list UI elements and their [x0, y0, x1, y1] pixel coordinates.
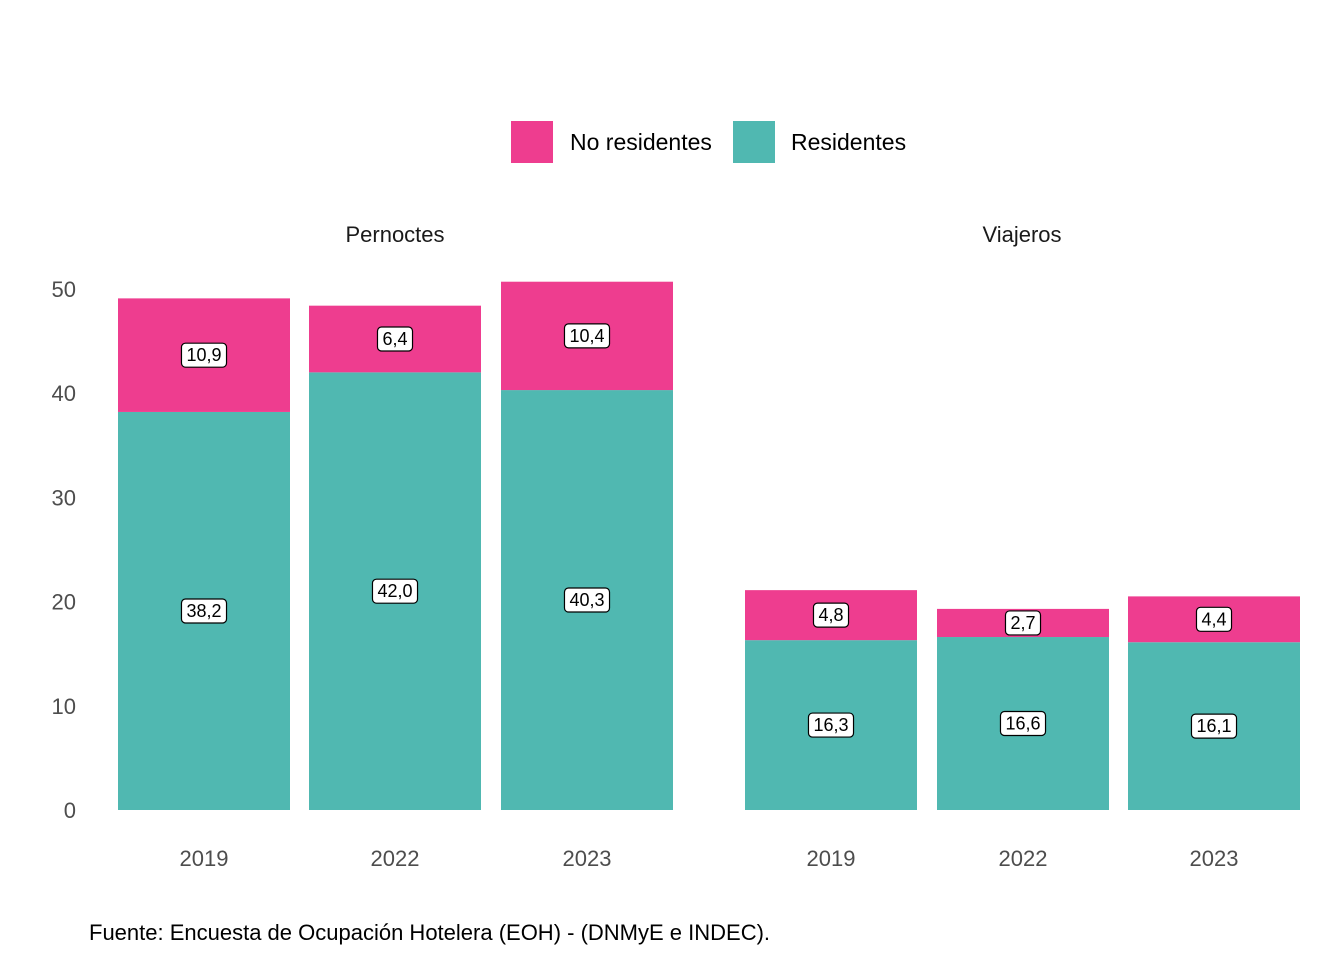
legend-label-residentes: Residentes [791, 129, 906, 155]
data-label-box [563, 587, 611, 613]
data-label: 16,1 [1190, 713, 1238, 739]
data-label-box [999, 710, 1047, 737]
data-label-box [376, 326, 414, 352]
data-label-box [371, 578, 419, 604]
data-label-box [563, 323, 611, 349]
bars: 38,2 10,9 42,0 6,4 40,3 10,4 16,3 4,8 16,6 2,7 16,… [118, 281, 1300, 810]
panel-title-viajeros: Viajeros [982, 222, 1061, 247]
x-axis: 2019 2022 2023 2019 2022 2023 [180, 846, 1239, 871]
data-label-box [1190, 713, 1238, 739]
data-label-text: 4,8 [818, 605, 843, 625]
data-label-text: 42,0 [377, 581, 412, 601]
data-label-box [812, 602, 850, 628]
legend-swatch-residentes [733, 121, 775, 163]
legend-label-no-residentes: No residentes [570, 129, 712, 155]
data-label-text: 6,4 [382, 329, 407, 349]
legend: No residentes Residentes [511, 121, 906, 163]
x-tick-label: 2022 [999, 846, 1048, 871]
data-label-box [1004, 610, 1042, 636]
data-label-box [180, 598, 228, 624]
caption: Fuente: Encuesta de Ocupación Hotelera (… [89, 920, 770, 945]
y-tick-label: 0 [64, 798, 76, 823]
x-tick-label: 2019 [180, 846, 229, 871]
data-label: 42,0 [371, 578, 419, 604]
data-label-text: 16,3 [813, 715, 848, 735]
x-tick-label: 2022 [371, 846, 420, 871]
y-tick-label: 40 [52, 381, 76, 406]
data-label-box [807, 712, 855, 738]
y-tick-label: 20 [52, 590, 76, 615]
data-label-text: 10,9 [186, 345, 221, 365]
data-label: 10,9 [180, 342, 228, 368]
y-axis: 0 10 20 30 40 50 [52, 277, 76, 823]
x-tick-label: 2023 [1190, 846, 1239, 871]
legend-swatch-no-residentes [511, 121, 553, 163]
data-label-text: 10,4 [569, 326, 604, 346]
y-tick-label: 10 [52, 694, 76, 719]
y-tick-label: 50 [52, 277, 76, 302]
data-label-text: 16,1 [1196, 716, 1231, 736]
data-label: 38,2 [180, 598, 228, 624]
data-label-text: 16,6 [1005, 714, 1040, 734]
data-label: 2,7 [1004, 610, 1042, 636]
data-label: 6,4 [376, 326, 414, 352]
data-label-text: 38,2 [186, 601, 221, 621]
panel-title-pernoctes: Pernoctes [345, 222, 444, 247]
x-tick-label: 2023 [563, 846, 612, 871]
y-tick-label: 30 [52, 485, 76, 510]
data-label-text: 2,7 [1010, 613, 1035, 633]
data-label: 4,8 [812, 602, 850, 628]
x-tick-label: 2019 [807, 846, 856, 871]
data-label: 4,4 [1195, 606, 1233, 632]
data-label-text: 4,4 [1201, 609, 1226, 629]
data-label: 16,3 [807, 712, 855, 738]
data-label: 40,3 [563, 587, 611, 613]
data-label-box [180, 342, 228, 368]
data-label: 10,4 [563, 323, 611, 349]
data-label-box [1195, 606, 1233, 632]
data-label-text: 40,3 [569, 590, 604, 610]
data-label: 16,6 [999, 710, 1047, 737]
